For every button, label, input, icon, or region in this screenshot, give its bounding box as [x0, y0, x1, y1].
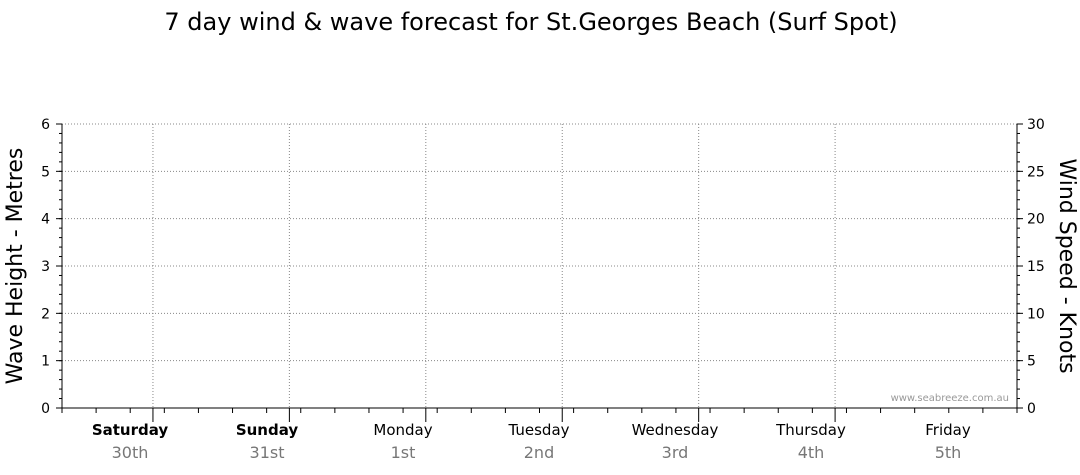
day-name-label: Wednesday — [632, 421, 719, 439]
left-tick-label: 0 — [41, 401, 50, 417]
day-name-label: Sunday — [236, 421, 299, 439]
day-date-label: 31st — [250, 443, 285, 462]
left-tick-label: 1 — [41, 354, 50, 370]
right-tick-label: 30 — [1027, 117, 1045, 133]
right-axis-ticks: 0 5 10 15 20 25 30 — [1017, 117, 1045, 417]
day-date-label: 2nd — [524, 443, 554, 462]
day-date-label: 30th — [112, 443, 149, 462]
right-tick-label: 10 — [1027, 306, 1045, 322]
axes — [61, 124, 1018, 422]
day-name-label: Monday — [373, 421, 432, 439]
grid — [62, 123, 1017, 408]
right-tick-label: 5 — [1027, 354, 1036, 370]
left-axis-ticks: 0 1 2 3 4 5 6 — [41, 117, 62, 417]
right-tick-label: 25 — [1027, 164, 1045, 180]
left-tick-label: 3 — [41, 259, 50, 275]
watermark: www.seabreeze.com.au — [891, 393, 1009, 404]
right-tick-label: 0 — [1027, 401, 1036, 417]
right-tick-label: 20 — [1027, 212, 1045, 228]
day-date-label: 3rd — [662, 443, 689, 462]
day-name-label: Thursday — [775, 421, 846, 439]
left-axis-title: Wave Height - Metres — [3, 148, 28, 385]
left-tick-label: 5 — [41, 164, 50, 180]
day-date-label: 4th — [798, 443, 825, 462]
left-tick-label: 6 — [41, 117, 50, 133]
left-tick-label: 4 — [41, 212, 50, 228]
day-date-label: 5th — [935, 443, 962, 462]
right-tick-label: 15 — [1027, 259, 1045, 275]
day-date-label: 1st — [391, 443, 416, 462]
chart-title: 7 day wind & wave forecast for St.George… — [164, 8, 897, 36]
right-axis-title: Wind Speed - Knots — [1054, 158, 1079, 373]
day-name-label: Tuesday — [507, 421, 569, 439]
left-tick-label: 2 — [41, 306, 50, 322]
day-name-label: Saturday — [92, 421, 169, 439]
day-labels: Saturday 30th Sunday 31st Monday 1st Tuesday 2n… — [92, 421, 971, 462]
day-name-label: Friday — [925, 421, 971, 439]
